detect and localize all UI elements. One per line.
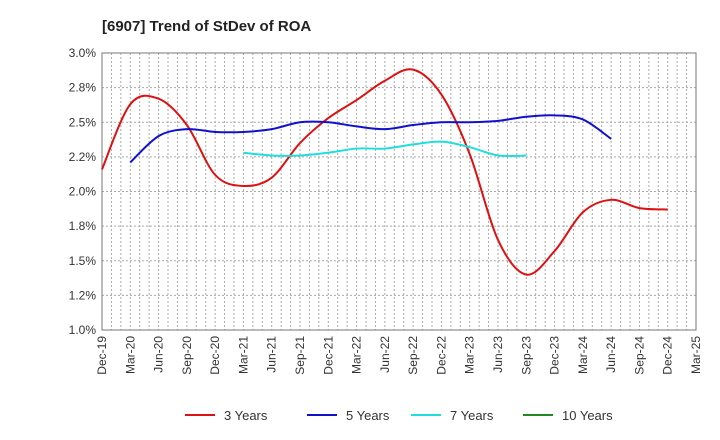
x-tick-label: Mar-25	[689, 336, 703, 374]
series-line-7-years	[243, 140, 527, 158]
series-line-5-years	[129, 114, 612, 164]
series-lines	[101, 68, 668, 276]
x-tick-label: Mar-21	[236, 336, 250, 374]
x-tick-label: Jun-23	[491, 336, 505, 373]
y-tick-label: 1.5%	[69, 254, 97, 268]
x-axis: Dec-19 Mar-20 Jun-20 Sep-20 Dec-20 Mar-21 Jun-…	[95, 336, 703, 375]
grid	[102, 52, 696, 331]
x-tick-label: Sep-20	[180, 336, 194, 375]
x-tick-label: Dec-24	[661, 336, 675, 375]
y-tick-label: 2.2%	[69, 150, 97, 164]
x-tick-label: Sep-21	[293, 336, 307, 375]
plot-frame	[101, 52, 697, 331]
x-tick-label: Jun-21	[265, 336, 279, 373]
series-line-3-years	[101, 68, 668, 276]
x-tick-label: Dec-23	[548, 336, 562, 375]
x-tick-label: Mar-20	[123, 336, 137, 374]
y-tick-label: 2.0%	[69, 185, 97, 199]
legend-label: 3 Years	[224, 408, 268, 423]
x-tick-label: Dec-19	[95, 336, 109, 375]
legend-label: 5 Years	[346, 408, 390, 423]
legend-label: 10 Years	[562, 408, 613, 423]
y-tick-label: 2.8%	[69, 81, 97, 95]
legend-label: 7 Years	[450, 408, 494, 423]
chart-title: [6907] Trend of StDev of ROA	[102, 18, 311, 35]
y-tick-label: 1.2%	[69, 288, 97, 302]
x-tick-label: Mar-22	[350, 336, 364, 374]
x-tick-label: Sep-22	[406, 336, 420, 375]
y-tick-label: 2.5%	[69, 115, 97, 129]
y-tick-label: 1.0%	[69, 323, 97, 337]
x-tick-label: Jun-22	[378, 336, 392, 373]
y-axis: 1.0% 1.2% 1.5% 1.8% 2.0% 2.2% 2.5% 2.8% 3.0%	[69, 46, 97, 337]
y-tick-label: 1.8%	[69, 219, 97, 233]
x-tick-label: Sep-24	[632, 336, 646, 375]
x-tick-label: Jun-24	[604, 336, 618, 373]
x-tick-label: Sep-23	[519, 336, 533, 375]
x-tick-label: Dec-20	[208, 336, 222, 375]
y-tick-label: 3.0%	[69, 46, 97, 60]
x-tick-label: Jun-20	[152, 336, 166, 373]
x-tick-label: Dec-21	[321, 336, 335, 375]
x-tick-label: Mar-24	[576, 336, 590, 374]
legend: 3 Years 5 Years 7 Years 10 Years	[185, 408, 613, 423]
x-tick-label: Mar-23	[463, 336, 477, 374]
x-tick-label: Dec-22	[434, 336, 448, 375]
